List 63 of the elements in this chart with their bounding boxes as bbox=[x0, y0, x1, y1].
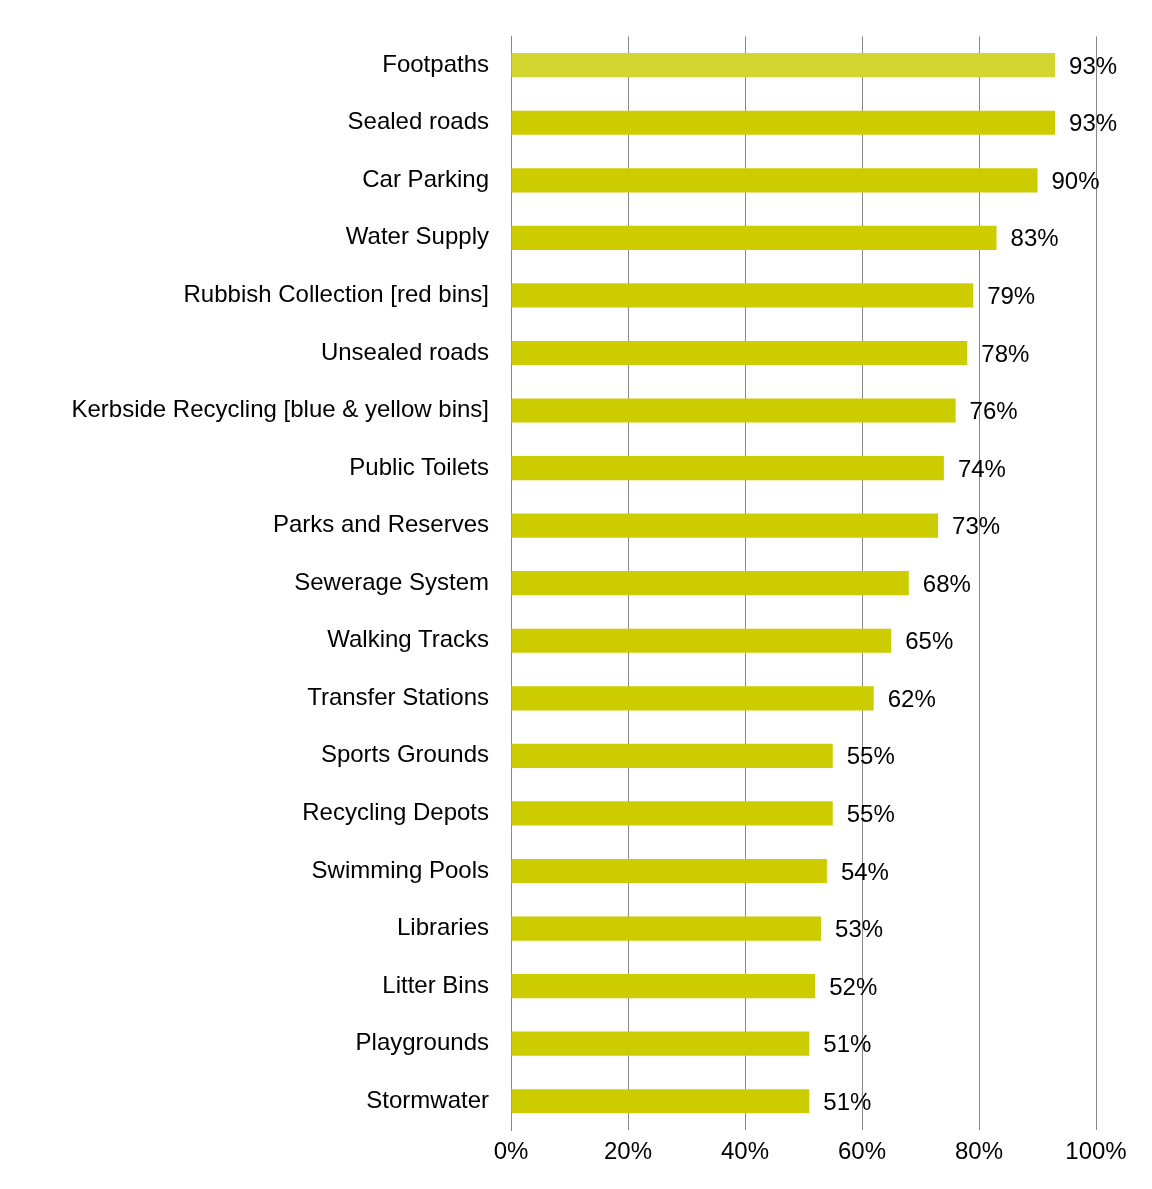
y-tick-label: Footpaths bbox=[382, 49, 489, 77]
data-label: 76% bbox=[969, 397, 1018, 425]
bar bbox=[511, 283, 974, 308]
y-tick-label: Car Parking bbox=[362, 164, 489, 192]
y-tick-label: Water Supply bbox=[345, 222, 489, 250]
data-label: 68% bbox=[922, 569, 971, 597]
y-tick-label: Kerbside Recycling [blue & yellow bins] bbox=[71, 395, 489, 423]
y-tick-label: Swimming Pools bbox=[311, 855, 489, 883]
data-label: 90% bbox=[1051, 166, 1100, 194]
data-label: 83% bbox=[1010, 224, 1059, 252]
bar bbox=[511, 858, 827, 884]
data-label: 65% bbox=[905, 627, 954, 655]
data-label: 79% bbox=[987, 282, 1036, 310]
x-tick-label: 80% bbox=[954, 1137, 1004, 1165]
data-label: 55% bbox=[846, 742, 895, 770]
bar bbox=[511, 571, 909, 596]
bar bbox=[511, 974, 816, 999]
data-label: 74% bbox=[957, 454, 1006, 482]
data-label: 93% bbox=[1069, 51, 1118, 79]
bar bbox=[511, 398, 956, 423]
bar bbox=[511, 916, 822, 941]
data-label: 78% bbox=[981, 339, 1030, 367]
data-label: 62% bbox=[887, 684, 936, 712]
y-tick-label: Libraries bbox=[396, 913, 489, 941]
bar bbox=[511, 1089, 810, 1114]
x-tick-label: 100% bbox=[1065, 1137, 1127, 1165]
data-label: 51% bbox=[823, 1087, 872, 1115]
y-tick-label: Walking Tracks bbox=[327, 625, 489, 653]
bar bbox=[511, 801, 833, 826]
data-label: 55% bbox=[846, 800, 895, 828]
y-tick-label: Sealed roads bbox=[347, 107, 489, 135]
bar bbox=[511, 168, 1038, 193]
y-tick-label: Parks and Reserves bbox=[272, 510, 489, 538]
bar bbox=[511, 53, 1056, 78]
y-tick-label: Transfer Stations bbox=[307, 682, 489, 710]
x-tick-label: 60% bbox=[837, 1137, 887, 1165]
data-label: 51% bbox=[823, 1030, 872, 1058]
y-tick-label: Stormwater bbox=[366, 1085, 489, 1113]
y-tick-label: Recycling Depots bbox=[302, 798, 489, 826]
data-label: 52% bbox=[829, 972, 878, 1000]
y-tick-label: Unsealed roads bbox=[320, 337, 489, 365]
y-tick-label: Public Toilets bbox=[349, 452, 489, 480]
bar bbox=[511, 456, 944, 481]
bar bbox=[511, 628, 892, 653]
bar bbox=[511, 513, 939, 538]
x-tick-label: 0% bbox=[493, 1137, 529, 1165]
x-tick-label: 40% bbox=[720, 1137, 770, 1165]
data-label: 73% bbox=[952, 512, 1001, 540]
data-label: 53% bbox=[835, 915, 884, 943]
bar bbox=[511, 743, 833, 768]
y-tick-label: Sports Grounds bbox=[320, 740, 489, 768]
data-label: 54% bbox=[840, 857, 889, 885]
y-tick-label: Litter Bins bbox=[382, 970, 489, 998]
y-tick-label: Playgrounds bbox=[355, 1028, 489, 1056]
y-tick-label: Sewerage System bbox=[294, 567, 489, 595]
y-tick-label: Rubbish Collection [red bins] bbox=[183, 280, 489, 308]
x-tick-label: 20% bbox=[603, 1137, 653, 1165]
bar bbox=[511, 686, 874, 711]
bar bbox=[511, 110, 1056, 135]
data-label: 93% bbox=[1069, 109, 1118, 137]
bar bbox=[511, 1031, 810, 1056]
bar bbox=[511, 225, 997, 250]
bar bbox=[511, 340, 968, 366]
